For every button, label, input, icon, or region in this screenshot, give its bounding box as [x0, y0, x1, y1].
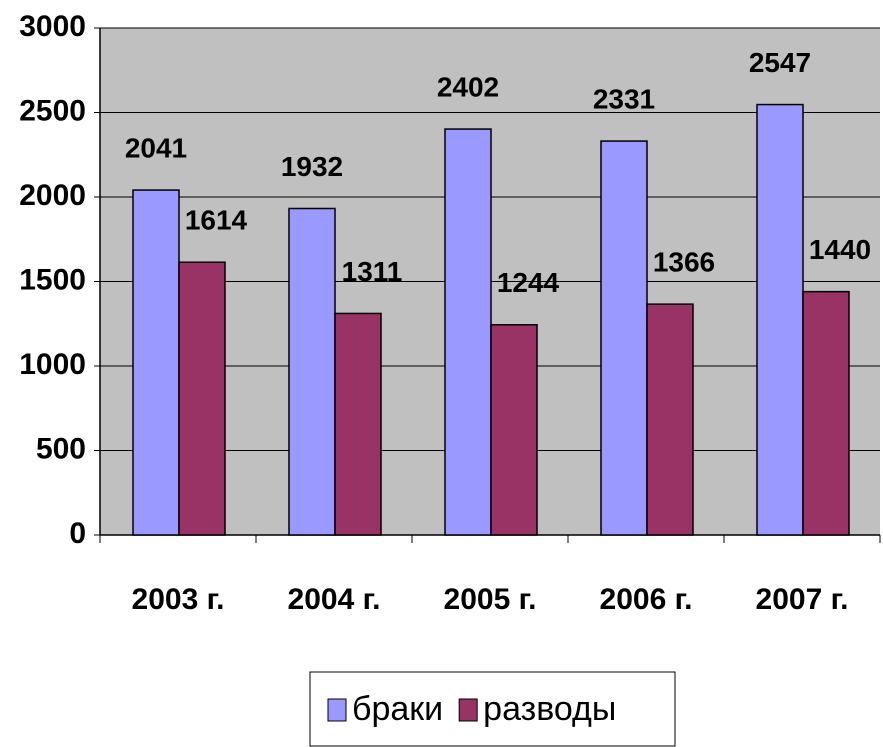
bar	[288, 207, 336, 536]
bar	[600, 140, 648, 536]
x-tick-label: 2006 г.	[600, 583, 693, 616]
value-label: 2041	[125, 132, 187, 163]
x-tick-label: 2003 г.	[132, 583, 225, 616]
value-label: 1311	[342, 256, 403, 287]
bar	[802, 290, 850, 536]
bar	[334, 312, 382, 536]
value-label: 1244	[497, 267, 560, 298]
y-tick-label: 1500	[19, 263, 86, 296]
value-label: 1440	[809, 234, 871, 265]
value-label: 1614	[185, 205, 248, 236]
x-tick-label: 2004 г.	[288, 583, 381, 616]
bar	[490, 324, 538, 536]
bar	[178, 261, 226, 536]
x-tick-label: 2005 г.	[444, 583, 537, 616]
value-label: 2547	[749, 47, 811, 78]
value-label: 2331	[593, 83, 655, 114]
legend-box	[309, 671, 676, 747]
x-tick-label: 2007 г.	[756, 583, 849, 616]
bar	[756, 103, 804, 536]
legend-swatch	[458, 698, 478, 722]
value-label: 1932	[281, 151, 343, 182]
y-tick-label: 500	[36, 432, 86, 465]
y-tick-label: 0	[69, 517, 86, 550]
value-label: 2402	[437, 71, 499, 102]
bar	[444, 128, 492, 536]
y-tick-label: 3000	[19, 10, 86, 43]
y-tick-label: 2000	[19, 179, 86, 212]
y-tick-label: 2500	[19, 94, 86, 127]
legend-label: браки	[352, 690, 443, 728]
bar	[132, 189, 180, 536]
legend-swatch	[327, 698, 347, 722]
value-label: 1366	[653, 247, 715, 278]
bar	[646, 303, 694, 536]
legend-label: разводы	[483, 690, 616, 728]
y-tick-label: 1000	[19, 348, 86, 381]
